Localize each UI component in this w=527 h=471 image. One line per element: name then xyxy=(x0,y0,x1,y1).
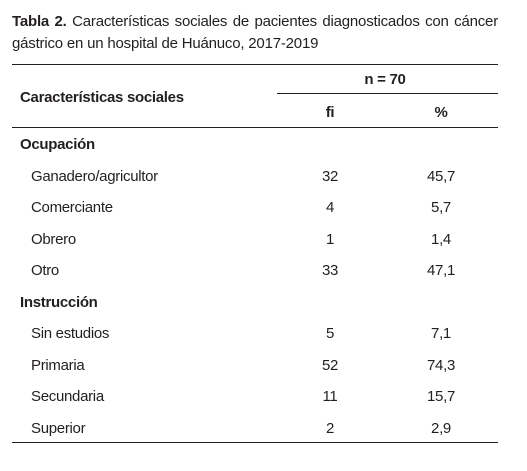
row-label: Primaria xyxy=(31,356,85,374)
caption-text: Características sociales de pacientes di… xyxy=(12,13,498,52)
row-label: Ganadero/agricultor xyxy=(31,167,158,185)
bottom-rule xyxy=(12,442,498,443)
header-characteristic: Características sociales xyxy=(20,89,184,106)
percent-value: 47,1 xyxy=(427,262,455,279)
percent-value: 45,7 xyxy=(427,167,455,185)
table-caption: Tabla 2. Características sociales de pac… xyxy=(12,11,498,55)
fi-value: 1 xyxy=(325,230,335,248)
row-label: Superior xyxy=(31,419,86,437)
percent-value: 2,9 xyxy=(431,419,451,437)
fi-value: 52 xyxy=(321,356,339,374)
caption-label: Tabla 2. xyxy=(12,13,67,30)
fi-value: 2 xyxy=(325,419,335,437)
section-heading: Ocupación xyxy=(20,136,95,153)
percent-value: 1,4 xyxy=(431,230,451,248)
row-label: Otro xyxy=(31,262,59,279)
fi-value: 5 xyxy=(325,325,335,342)
percent-value: 15,7 xyxy=(427,388,455,405)
percent-value: 74,3 xyxy=(427,356,455,374)
header-rule xyxy=(12,127,498,128)
fi-value: 32 xyxy=(321,167,339,185)
percent-value: 5,7 xyxy=(431,199,451,216)
header-percent: % xyxy=(434,104,448,121)
group-rule xyxy=(277,93,498,94)
top-rule xyxy=(12,64,498,65)
fi-value: 11 xyxy=(322,388,338,405)
header-fi: fi xyxy=(325,104,335,121)
row-label: Secundaria xyxy=(31,388,104,405)
row-label: Obrero xyxy=(31,230,76,248)
fi-value: 33 xyxy=(321,262,339,279)
fi-value: 4 xyxy=(325,199,335,216)
percent-value: 7,1 xyxy=(431,325,451,342)
header-group: n = 70 xyxy=(364,71,406,88)
row-label: Comerciante xyxy=(31,199,113,216)
section-heading: Instrucción xyxy=(20,293,98,311)
row-label: Sin estudios xyxy=(31,325,110,342)
